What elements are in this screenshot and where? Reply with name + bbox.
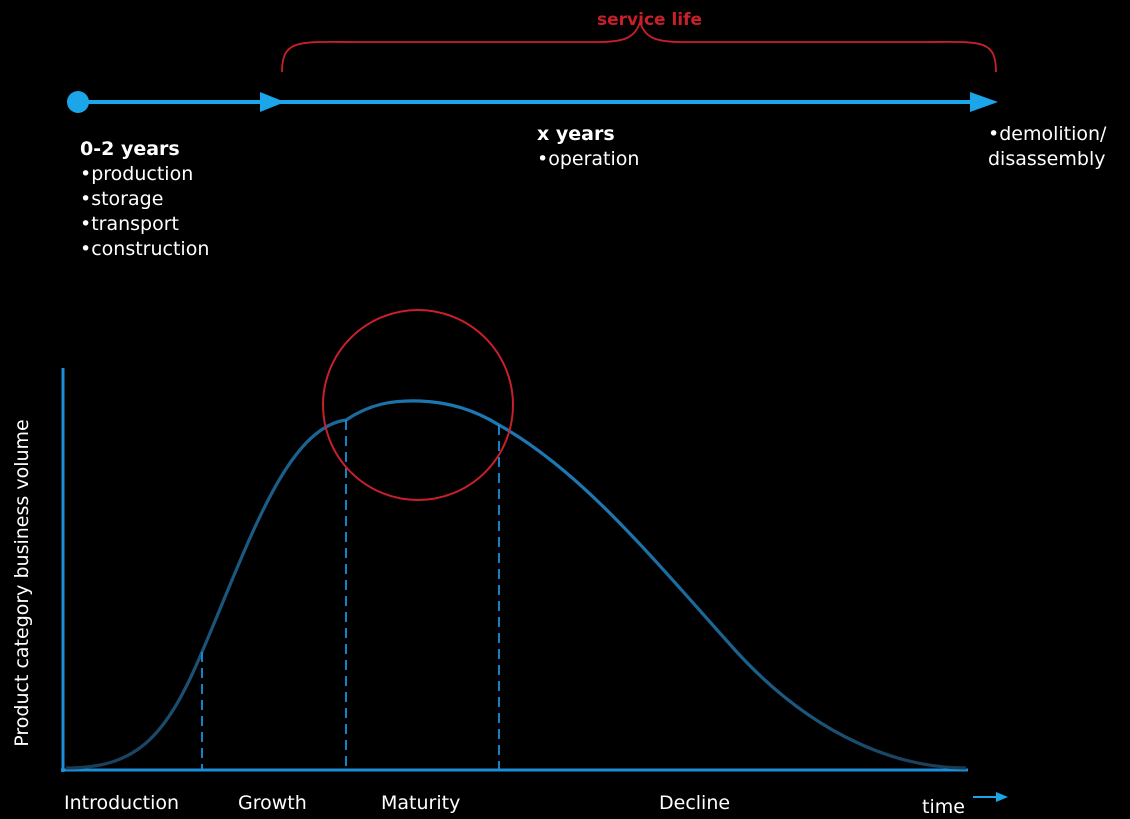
y-axis-label: Product category business volume — [11, 419, 33, 747]
stage-growth-label: Growth — [238, 792, 307, 814]
phase3-item: disassembly — [988, 148, 1106, 170]
phase3-item: •demolition/ — [988, 123, 1107, 145]
phase1-item: •production — [80, 163, 194, 185]
service-life-label: service life — [597, 10, 703, 30]
phase2-block: x years •operation — [537, 122, 639, 172]
timeline-end-arrow — [970, 92, 998, 112]
time-arrow-head — [996, 792, 1008, 802]
phase1-block: 0-2 years •production •storage •transpor… — [80, 137, 209, 262]
stage-dividers — [201, 420, 500, 770]
phase2-title: x years — [537, 123, 615, 145]
stage-decline-label: Decline — [659, 792, 731, 814]
stage-introduction-label: Introduction — [64, 792, 180, 814]
x-axis-time-label: time — [922, 796, 965, 818]
phase1-item: •storage — [80, 188, 164, 210]
chart-axes — [61, 368, 1008, 802]
phase1-item: •construction — [80, 238, 210, 260]
phase3-block: •demolition/ disassembly — [988, 122, 1106, 172]
timeline-mid-arrow — [260, 92, 285, 112]
phase1-item: •transport — [80, 213, 179, 235]
service-life-brace — [281, 18, 997, 73]
stage-maturity-label: Maturity — [381, 792, 461, 814]
timeline — [67, 18, 998, 113]
maturity-highlight-circle — [322, 309, 514, 501]
lifecycle-curve — [65, 399, 967, 770]
phase1-title: 0-2 years — [80, 138, 180, 160]
phase2-item: •operation — [537, 148, 640, 170]
